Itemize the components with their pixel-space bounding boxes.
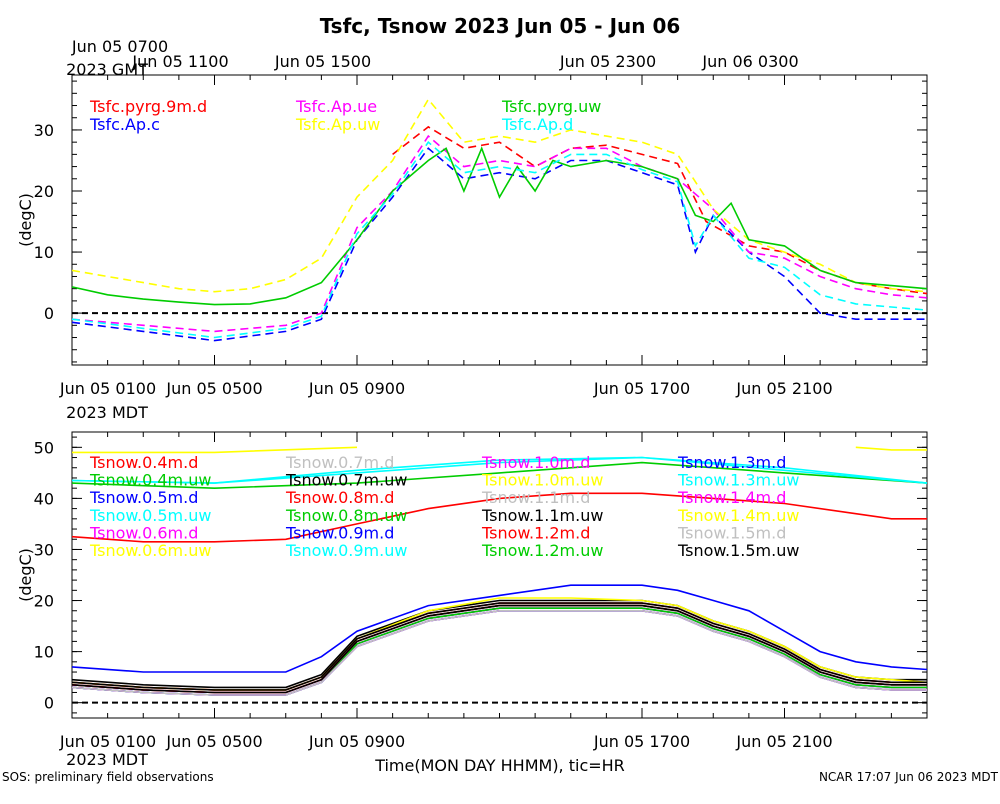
legend-entry: Tsnow.0.5m.uw bbox=[89, 506, 211, 525]
top-axis-label: Jun 05 1100 bbox=[131, 52, 228, 71]
series-line-Tsnow-0-4m-d bbox=[71, 492, 927, 543]
legend-entry: Tsfc.Ap.uw bbox=[295, 115, 380, 134]
y-axis-label: (degC) bbox=[16, 193, 35, 247]
y-tick-label: 10 bbox=[34, 243, 54, 262]
legend-entry: Tsnow.1.5m.uw bbox=[677, 541, 799, 560]
series-line-Tsnow-0-9m-d bbox=[71, 607, 927, 696]
legend-entry: Tsfc.pyrg.uw bbox=[501, 97, 601, 116]
chart-title: Tsfc, Tsnow 2023 Jun 05 - Jun 06 bbox=[320, 14, 681, 38]
tsfc-panel: Jun 05 0100 Jun 05 0500 Jun 05 0900 Jun 05 … bbox=[16, 52, 928, 398]
series-line-Tsnow-1-0m-d bbox=[71, 607, 927, 694]
y-tick-label: 40 bbox=[34, 489, 54, 508]
series-line-Tsfc-pyrg-9m-d bbox=[392, 125, 928, 295]
y-tick-label: 10 bbox=[34, 643, 54, 662]
legend-entry: Tsfc.pyrg.9m.d bbox=[89, 97, 207, 116]
x-tick-label: Jun 05 0900 bbox=[308, 379, 405, 398]
series-line-Tsnow-1-1m-uw bbox=[71, 602, 927, 691]
series-line-Tsnow-0-9m-uw bbox=[71, 609, 927, 696]
y-tick-label: 20 bbox=[34, 592, 54, 611]
legend-entry: Tsnow.0.8m.d bbox=[285, 488, 394, 507]
legend-entry: Tsfc.Ap.ue bbox=[295, 97, 377, 116]
series-line-Tsnow-0-4m-uw bbox=[71, 461, 928, 490]
series-line-Tsnow-0-6m-d bbox=[71, 604, 927, 691]
series-line-Tsfc-Ap-c bbox=[71, 147, 927, 342]
y-axis-label: (degC) bbox=[16, 548, 35, 602]
top-axis-label: Jun 05 2300 bbox=[559, 52, 656, 71]
series-line-Tsnow-1-3m-uw bbox=[71, 456, 928, 484]
legend-entry: Tsnow.0.5m.d bbox=[89, 488, 198, 507]
series-line-Tsnow-0-7m-d bbox=[71, 607, 927, 694]
x-tick-label: Jun 05 1700 bbox=[593, 379, 690, 398]
legend-entry: Tsnow.0.7m.uw bbox=[285, 471, 407, 490]
x-tick-label: Jun 05 0900 bbox=[308, 732, 405, 751]
series-line-Tsfc-Ap-uw bbox=[71, 98, 928, 293]
legend-entry: Tsnow.0.8m.uw bbox=[285, 506, 407, 525]
legend-entry: Tsnow.1.4m.d bbox=[677, 488, 786, 507]
legend-entry: Tsfc.Ap.c bbox=[89, 115, 160, 134]
series-line-Tsnow-1-0m-uw bbox=[71, 597, 928, 691]
top-axis-gmt-label: 2023 GMT bbox=[66, 60, 148, 79]
tsnow-panel: Jun 05 0100 Jun 05 0500 Jun 05 0900 Jun 05 … bbox=[16, 431, 928, 751]
x-tick-label: Jun 05 0100 bbox=[59, 379, 156, 398]
legend-entry: Tsnow.1.0m.uw bbox=[481, 471, 603, 490]
series-line-Tsfc-Ap-d bbox=[71, 141, 928, 339]
legend-entry: Tsnow.1.3m.d bbox=[677, 453, 786, 472]
legend-entry: Tsnow.1.1m.d bbox=[481, 488, 590, 507]
series-line-Tsnow-0-7m-uw bbox=[71, 599, 927, 689]
series-line-Tsnow-1-5m-uw bbox=[71, 604, 927, 694]
legend-entry: Tsnow.0.9m.uw bbox=[285, 541, 407, 560]
legend-entry: Tsnow.1.1m.uw bbox=[481, 506, 603, 525]
footer-right-note: NCAR 17:07 Jun 06 2023 MDT bbox=[819, 770, 999, 784]
legend-entry: Tsnow.1.5m.d bbox=[677, 523, 786, 542]
y-tick-label: 30 bbox=[34, 121, 54, 140]
legend-entry: Tsnow.1.2m.uw bbox=[481, 541, 603, 560]
legend-entry: Tsnow.0.4m.uw bbox=[89, 471, 211, 490]
top-axis-label: Jun 06 0300 bbox=[701, 52, 798, 71]
top-axis-label: Jun 05 1500 bbox=[274, 52, 371, 71]
series-line-Tsnow-1-4m-uw bbox=[855, 446, 927, 451]
series-line-Tsnow-0-8m-uw bbox=[71, 604, 927, 694]
series-line-Tsnow-1-2m-d bbox=[71, 604, 927, 694]
legend-entry: Tsnow.1.0m.d bbox=[481, 453, 590, 472]
x-tick-label: Jun 05 2100 bbox=[735, 732, 832, 751]
x-axis-label: Time(MON DAY HHMM), tic=HR bbox=[374, 756, 625, 775]
legend-entry: Tsnow.0.6m.uw bbox=[89, 541, 211, 560]
series-line-Tsnow-0-6m-uw bbox=[72, 446, 358, 454]
y-tick-label: 0 bbox=[44, 304, 54, 323]
legend-entry: Tsnow.1.3m.uw bbox=[677, 471, 799, 490]
series-line-Tsnow-0-5m-d bbox=[71, 584, 928, 673]
top-panel-mdt-label: 2023 MDT bbox=[66, 403, 148, 422]
x-tick-label: Jun 05 1700 bbox=[593, 732, 690, 751]
legend-entry: Tsnow.1.4m.uw bbox=[677, 506, 799, 525]
legend-entry: Tsnow.0.9m.d bbox=[285, 523, 394, 542]
series-line-Tsnow-0-8m-d bbox=[71, 602, 927, 691]
series-line-Tsfc-pyrg-uw bbox=[71, 146, 928, 306]
x-tick-label: Jun 05 0500 bbox=[165, 732, 262, 751]
legend-entry: Tsnow.0.7m.d bbox=[285, 453, 394, 472]
x-tick-label: Jun 05 0500 bbox=[165, 379, 262, 398]
footer-left-note: SOS: preliminary field observations bbox=[2, 770, 214, 784]
legend-entry: Tsfc.Ap.d bbox=[501, 115, 573, 134]
legend-entry: Tsnow.0.6m.d bbox=[89, 523, 198, 542]
plot-frame bbox=[71, 74, 928, 366]
x-tick-label: Jun 05 0100 bbox=[59, 732, 156, 751]
legend-entry: Tsnow.1.2m.d bbox=[481, 523, 590, 542]
y-tick-label: 0 bbox=[44, 694, 54, 713]
legend-entry: Tsnow.0.4m.d bbox=[89, 453, 198, 472]
top-axis-first-label: Jun 05 0700 bbox=[71, 37, 168, 56]
series-line-Tsnow-1-1m-d bbox=[71, 609, 927, 696]
y-tick-label: 30 bbox=[34, 540, 54, 559]
series-line-Tsnow-1-5m-d bbox=[71, 609, 927, 696]
y-tick-label: 20 bbox=[34, 182, 54, 201]
y-tick-label: 50 bbox=[34, 438, 54, 457]
series-line-Tsfc-Ap-ue bbox=[71, 134, 928, 333]
series-line-Tsnow-1-4m-d bbox=[71, 609, 927, 696]
bottom-panel-mdt-label: 2023 MDT bbox=[66, 750, 148, 769]
x-tick-label: Jun 05 2100 bbox=[735, 379, 832, 398]
series-line-Tsnow-1-2m-uw bbox=[71, 607, 927, 696]
series-line-Tsnow-1-3m-d bbox=[71, 609, 927, 696]
